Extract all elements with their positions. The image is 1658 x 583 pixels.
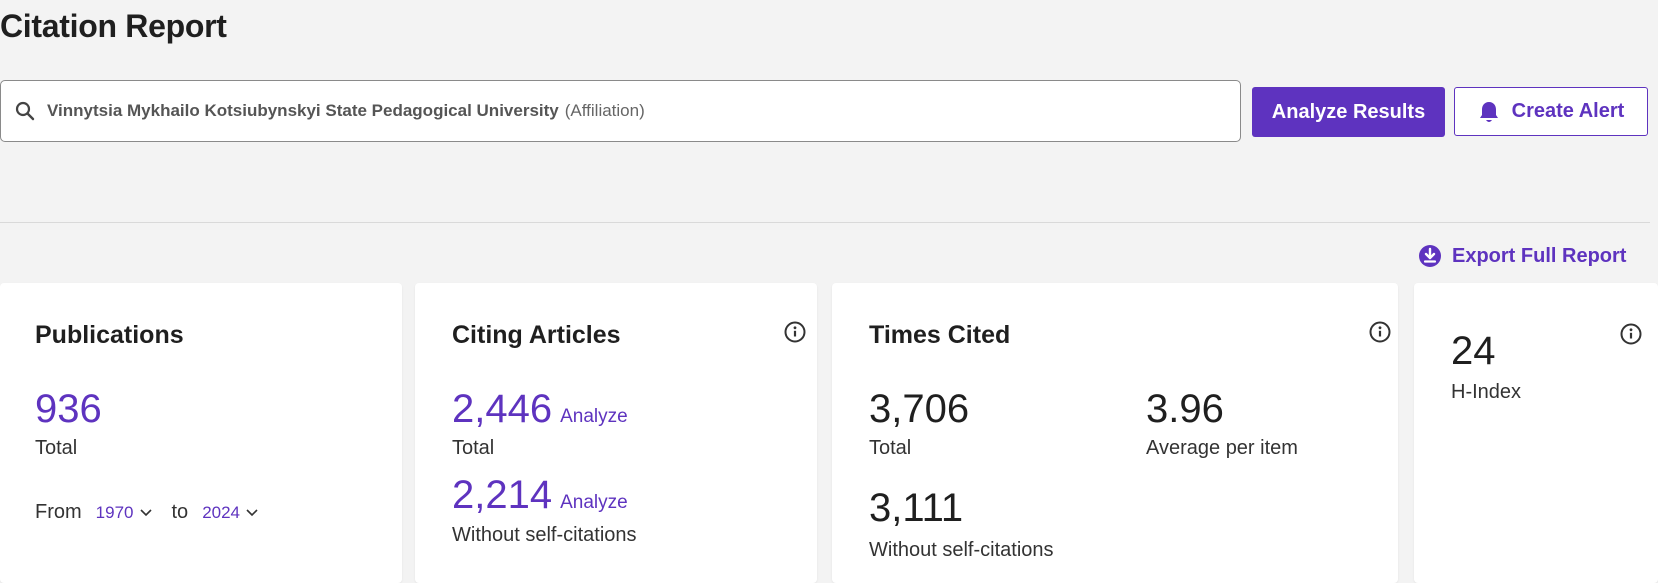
citing-articles-without-self: 2,214 Analyze xyxy=(452,475,628,515)
times-cited-title: Times Cited xyxy=(869,321,1011,349)
times-cited-total-value: 3,706 xyxy=(869,387,970,431)
analyze-citing-total-link[interactable]: Analyze xyxy=(560,406,628,427)
from-label: From xyxy=(35,501,82,523)
search-icon xyxy=(15,100,37,122)
citing-articles-total-label: Total xyxy=(452,437,495,459)
year-range: From 1970 to 2024 xyxy=(35,501,278,524)
citing-articles-without-self-label: Without self-citations xyxy=(452,524,637,546)
times-cited-average-value: 3.96 xyxy=(1146,387,1224,431)
search-qualifier-text: (Affiliation) xyxy=(564,101,645,120)
times-cited-total-label: Total xyxy=(869,437,912,459)
export-full-report-link[interactable]: Export Full Report xyxy=(1418,244,1626,268)
to-year-value: 2024 xyxy=(202,502,241,522)
citing-articles-card: Citing Articles 2,446 Analyze Total 2,214… xyxy=(415,283,817,583)
search-query-text: Vinnytsia Mykhailo Kotsiubynskyi State P… xyxy=(47,101,559,120)
chevron-down-icon xyxy=(139,508,152,517)
citing-articles-total: 2,446 Analyze xyxy=(452,389,628,429)
download-icon xyxy=(1418,244,1442,268)
h-index-value: 24 xyxy=(1451,329,1496,373)
create-alert-button[interactable]: Create Alert xyxy=(1454,87,1648,136)
section-divider xyxy=(0,222,1650,223)
h-index-card: 24 H-Index xyxy=(1414,283,1658,583)
to-year-select[interactable]: 2024 xyxy=(202,503,258,523)
times-cited-average-label: Average per item xyxy=(1146,437,1298,459)
publications-card: Publications 936 Total From 1970 to 2024 xyxy=(0,283,402,583)
analyze-results-button[interactable]: Analyze Results xyxy=(1252,87,1445,137)
citing-articles-title: Citing Articles xyxy=(452,321,621,349)
chevron-down-icon xyxy=(246,508,258,517)
publications-title: Publications xyxy=(35,321,184,349)
citing-articles-without-self-value: 2,214 xyxy=(452,473,553,517)
citing-articles-total-value: 2,446 xyxy=(452,387,553,431)
analyze-citing-without-self-link[interactable]: Analyze xyxy=(560,492,628,513)
info-icon[interactable] xyxy=(784,321,806,343)
search-input[interactable]: Vinnytsia Mykhailo Kotsiubynskyi State P… xyxy=(0,80,1241,142)
times-cited-without-self-value: 3,111 xyxy=(869,486,964,530)
info-icon[interactable] xyxy=(1369,321,1391,343)
bell-icon xyxy=(1478,100,1500,124)
create-alert-label: Create Alert xyxy=(1511,100,1625,122)
export-full-report-label: Export Full Report xyxy=(1452,244,1627,267)
h-index-label: H-Index xyxy=(1451,381,1522,403)
page-title: Citation Report xyxy=(0,8,227,44)
from-year-select[interactable]: 1970 xyxy=(96,503,152,523)
from-year-value: 1970 xyxy=(95,502,134,522)
times-cited-without-self-label: Without self-citations xyxy=(869,539,1054,561)
info-icon[interactable] xyxy=(1620,323,1642,345)
publications-total-label: Total xyxy=(35,437,78,459)
to-label: to xyxy=(171,501,189,523)
times-cited-card: Times Cited 3,706 Total 3.96 Average per… xyxy=(832,283,1398,583)
publications-total-value: 936 xyxy=(35,387,102,431)
